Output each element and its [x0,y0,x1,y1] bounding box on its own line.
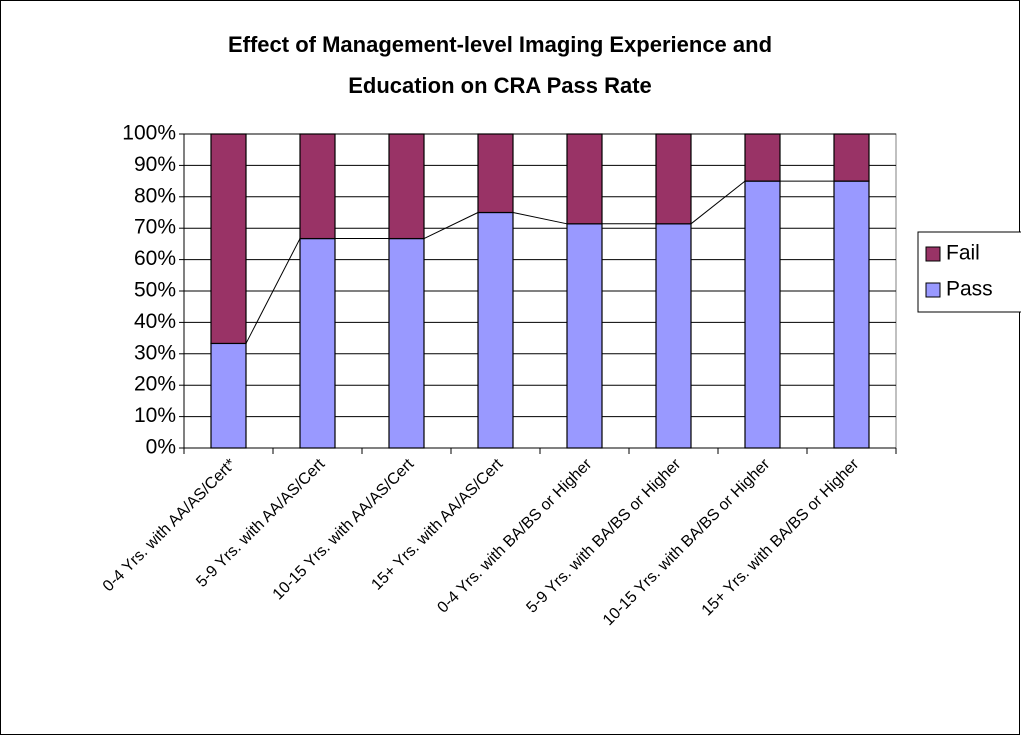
series-line [423,212,479,240]
series-line [245,238,301,344]
bar-segment [655,133,692,225]
chart-title: Effect of Management-level Imaging Exper… [228,32,772,57]
bar-segment [566,133,603,225]
bar-segment [210,133,247,345]
y-tick-label: 100% [122,122,176,145]
legend [917,231,1021,313]
chart-title: Education on CRA Pass Rate [348,73,652,98]
bar-segment [566,223,603,449]
y-tick-label: 90% [134,153,176,176]
bar-segment [388,237,425,449]
bar-segment [744,133,781,182]
bar-segment [655,223,692,449]
bar-segment [744,180,781,449]
y-tick-label: 70% [134,216,176,239]
bar-segment [299,237,336,449]
bar-segment [477,133,514,214]
y-tick-label: 50% [134,279,176,302]
series-line [690,180,746,225]
y-tick-label: 30% [134,341,176,364]
bar-segment [477,211,514,449]
legend-swatch [925,282,941,298]
bar-segment [833,180,870,449]
series-line [512,212,568,225]
y-tick-label: 20% [134,373,176,396]
y-tick-label: 40% [134,310,176,333]
legend-swatch [925,246,941,262]
y-tick-label: 0% [146,436,176,459]
bar-segment [833,133,870,182]
legend-label: Pass [946,278,993,301]
bar-segment [299,133,336,240]
y-tick-label: 80% [134,184,176,207]
legend-label: Fail [946,242,980,265]
bar-segment [210,342,247,449]
y-tick-label: 60% [134,247,176,270]
bar-segment [388,133,425,240]
y-tick-label: 10% [134,404,176,427]
